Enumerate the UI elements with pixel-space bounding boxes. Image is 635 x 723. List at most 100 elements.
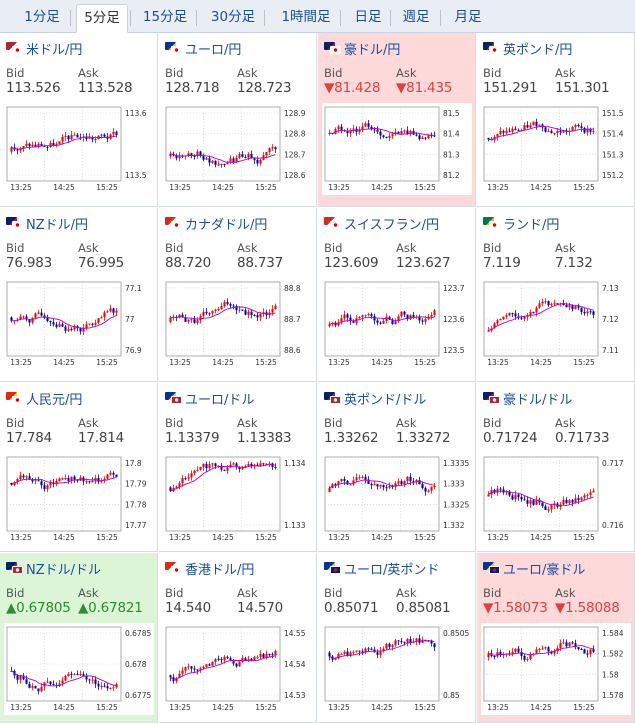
pair-title-link[interactable]: スイスフラン/円 (324, 214, 439, 233)
moving-average-line (329, 316, 435, 325)
tab-7[interactable]: 月足 (454, 9, 482, 25)
tab-4[interactable]: 1時間足 (281, 9, 331, 25)
tab-5[interactable]: 日足 (354, 9, 382, 25)
y-tick-label: 81.3 (443, 150, 460, 159)
tab-1[interactable]: 5分足 (76, 4, 128, 33)
candle-body (508, 130, 511, 132)
mini-candlestick-chart[interactable]: 17.8 17.79 17.78 17.77 13:25 14:25 15:25 (4, 453, 154, 545)
chart-svg[interactable]: 113.6 113.5 13:25 14:25 15:25 (4, 103, 154, 195)
x-tick-label: 15:25 (96, 183, 118, 192)
mini-candlestick-chart[interactable]: 123.7 123.6 123.5 13:25 14:25 15:25 (322, 278, 472, 370)
mini-candlestick-chart[interactable]: 128.9 128.8 128.7 128.6 13:25 14:25 15:25 (163, 103, 313, 195)
rate-card[interactable]: NZドル/円 Bid Ask 76.983 76.995 77.1 77 76.9 13:25 1… (0, 208, 158, 382)
rate-card[interactable]: 人民元/円 Bid Ask 17.784 17.814 17.8 17.79 17.78 17.… (0, 383, 158, 552)
candle-body (574, 643, 577, 648)
tab-6[interactable]: 週足 (402, 9, 430, 25)
rate-card[interactable]: 英ポンド/ドル Bid Ask 1.33262 1.33272 1.3335 1.333 1.… (318, 383, 476, 552)
chart-svg[interactable]: 0.8505 0.85 13:25 14:25 15:25 (322, 623, 472, 715)
chart-svg[interactable]: 7.13 7.12 7.11 13:25 14:25 15:25 (481, 278, 631, 370)
chart-svg[interactable]: 0.717 0.716 13:25 14:25 15:25 (481, 453, 631, 545)
chart-svg[interactable]: 0.6785 0.678 0.6775 13:25 14:25 15:25 (4, 623, 154, 715)
rate-card[interactable]: スイスフラン/円 Bid Ask 123.609 123.627 123.7 123.6 12… (318, 208, 476, 382)
rate-card[interactable]: 豪ドル/ドル Bid Ask 0.71724 0.71733 0.717 0.716 13:2… (477, 383, 635, 552)
rate-card[interactable]: ユーロ/円 Bid Ask 128.718 128.723 128.9 128.8 128.7… (159, 33, 317, 207)
chart-svg[interactable]: 88.8 88.7 88.6 13:25 14:25 15:25 (163, 278, 313, 370)
chart-svg[interactable]: 1.3335 1.333 1.3325 1.332 13:25 14:25 15:25 (322, 453, 472, 545)
pair-title-link[interactable]: ランド/円 (483, 214, 559, 233)
pair-title-link[interactable]: 人民元/円 (6, 389, 82, 408)
pair-title-link[interactable]: 香港ドル/円 (165, 559, 254, 578)
pair-title-link[interactable]: 米ドル/円 (6, 39, 82, 58)
chart-svg[interactable]: 1.584 1.582 1.58 1.578 13:25 14:25 15:25 (481, 623, 631, 715)
currency-flags-icon (6, 562, 24, 574)
candle-body (91, 481, 94, 483)
rate-card[interactable]: 豪ドル/円 Bid Ask ▼81.428 ▼81.435 81.5 81.4 81.3 81.… (318, 33, 476, 207)
pair-title-link[interactable]: NZドル/ドル (6, 559, 101, 578)
mini-candlestick-chart[interactable]: 77.1 77 76.9 13:25 14:25 15:25 (4, 278, 154, 370)
mini-candlestick-chart[interactable]: 88.8 88.7 88.6 13:25 14:25 15:25 (163, 278, 313, 370)
pair-title-link[interactable]: ユーロ/英ポンド (324, 559, 439, 578)
candle-body (424, 137, 427, 139)
tab-0[interactable]: 1分足 (24, 9, 60, 25)
rate-card[interactable]: ユーロ/ドル Bid Ask 1.13379 1.13383 1.134 1.133 13:2… (159, 383, 317, 552)
rate-card[interactable]: ユーロ/英ポンド Bid Ask 0.85071 0.85081 0.8505 0.85 13… (318, 553, 476, 723)
candle-body (514, 494, 517, 500)
pair-title-link[interactable]: NZドル/円 (6, 214, 88, 233)
rate-card[interactable]: NZドル/ドル Bid Ask ▲0.67805 ▲0.67821 0.6785 0.678… (0, 553, 158, 723)
candle-body (421, 320, 424, 322)
pair-title-link[interactable]: 豪ドル/ドル (483, 389, 572, 408)
candle-body (205, 664, 208, 667)
mini-candlestick-chart[interactable]: 81.5 81.4 81.3 81.2 13:25 14:25 15:25 (322, 103, 472, 195)
mini-candlestick-chart[interactable]: 14.55 14.54 14.53 13:25 14:25 15:25 (163, 623, 313, 715)
tab-separator (70, 10, 71, 26)
mini-candlestick-chart[interactable]: 1.584 1.582 1.58 1.578 13:25 14:25 15:25 (481, 623, 631, 715)
chart-svg[interactable]: 77.1 77 76.9 13:25 14:25 15:25 (4, 278, 154, 370)
tab-3[interactable]: 30分足 (210, 9, 256, 25)
mini-candlestick-chart[interactable]: 0.8505 0.85 13:25 14:25 15:25 (322, 623, 472, 715)
pair-title-link[interactable]: 英ポンド/ドル (324, 389, 426, 408)
x-tick-label: 14:25 (212, 703, 234, 712)
chart-svg[interactable]: 1.134 1.133 13:25 14:25 15:25 (163, 453, 313, 545)
chart-svg[interactable]: 128.9 128.8 128.7 128.6 13:25 14:25 15:25 (163, 103, 313, 195)
chart-svg[interactable]: 151.5 151.4 151.3 151.2 13:25 14:25 15:25 (481, 103, 631, 195)
rate-card[interactable]: ランド/円 Bid Ask 7.119 7.132 7.13 7.12 7.11 13:25 14… (477, 208, 635, 382)
mini-candlestick-chart[interactable]: 0.717 0.716 13:25 14:25 15:25 (481, 453, 631, 545)
mini-candlestick-chart[interactable]: 1.134 1.133 13:25 14:25 15:25 (163, 453, 313, 545)
pair-title-link[interactable]: ユーロ/豪ドル (483, 559, 585, 578)
mini-candlestick-chart[interactable]: 151.5 151.4 151.3 151.2 13:25 14:25 15:25 (481, 103, 631, 195)
rate-card[interactable]: カナダドル/円 Bid Ask 88.720 88.737 88.8 88.7 88.6 13:… (159, 208, 317, 382)
candle-body (340, 653, 343, 655)
rate-card[interactable]: ユーロ/豪ドル Bid Ask ▼1.58073 ▼1.58088 1.584 1.582 1… (477, 553, 635, 723)
rate-card[interactable]: 香港ドル/円 Bid Ask 14.540 14.570 14.55 14.54 14.53 1… (159, 553, 317, 723)
candle-body (19, 148, 22, 151)
pair-title-link[interactable]: 英ポンド/円 (483, 39, 572, 58)
chart-svg[interactable]: 123.7 123.6 123.5 13:25 14:25 15:25 (322, 278, 472, 370)
rate-card[interactable]: 英ポンド/円 Bid Ask 151.291 151.301 151.5 151.4 151.… (477, 33, 635, 207)
mini-candlestick-chart[interactable]: 0.6785 0.678 0.6775 13:25 14:25 15:25 (4, 623, 154, 715)
candle-body (91, 137, 94, 140)
mini-candlestick-chart[interactable]: 7.13 7.12 7.11 13:25 14:25 15:25 (481, 278, 631, 370)
tab-2[interactable]: 15分足 (142, 9, 188, 25)
candle-body (520, 129, 523, 131)
x-tick-label: 13:25 (169, 703, 191, 712)
chart-svg[interactable]: 81.5 81.4 81.3 81.2 13:25 14:25 15:25 (322, 103, 472, 195)
candle-body (103, 312, 106, 318)
candle-body (91, 679, 94, 681)
pair-title-link[interactable]: 豪ドル/円 (324, 39, 400, 58)
mini-candlestick-chart[interactable]: 113.6 113.5 13:25 14:25 15:25 (4, 103, 154, 195)
rate-card[interactable]: 米ドル/円 Bid Ask 113.526 113.528 113.6 113.5 13:25… (0, 33, 158, 207)
chart-svg[interactable]: 14.55 14.54 14.53 13:25 14:25 15:25 (163, 623, 313, 715)
chart-svg[interactable]: 17.8 17.79 17.78 17.77 13:25 14:25 15:25 (4, 453, 154, 545)
candle-body (580, 307, 583, 313)
candle-body (244, 658, 247, 661)
moving-average-line (11, 670, 117, 687)
candle-body (202, 463, 205, 467)
candle-body (40, 481, 43, 486)
pair-title-link[interactable]: カナダドル/円 (165, 214, 267, 233)
pair-title-link[interactable]: ユーロ/ドル (165, 389, 254, 408)
candle-body (82, 674, 85, 676)
pair-title-link[interactable]: ユーロ/円 (165, 39, 241, 58)
mini-candlestick-chart[interactable]: 1.3335 1.333 1.3325 1.332 13:25 14:25 15:25 (322, 453, 472, 545)
candle-body (238, 309, 241, 311)
ask-label: Ask (555, 241, 576, 255)
